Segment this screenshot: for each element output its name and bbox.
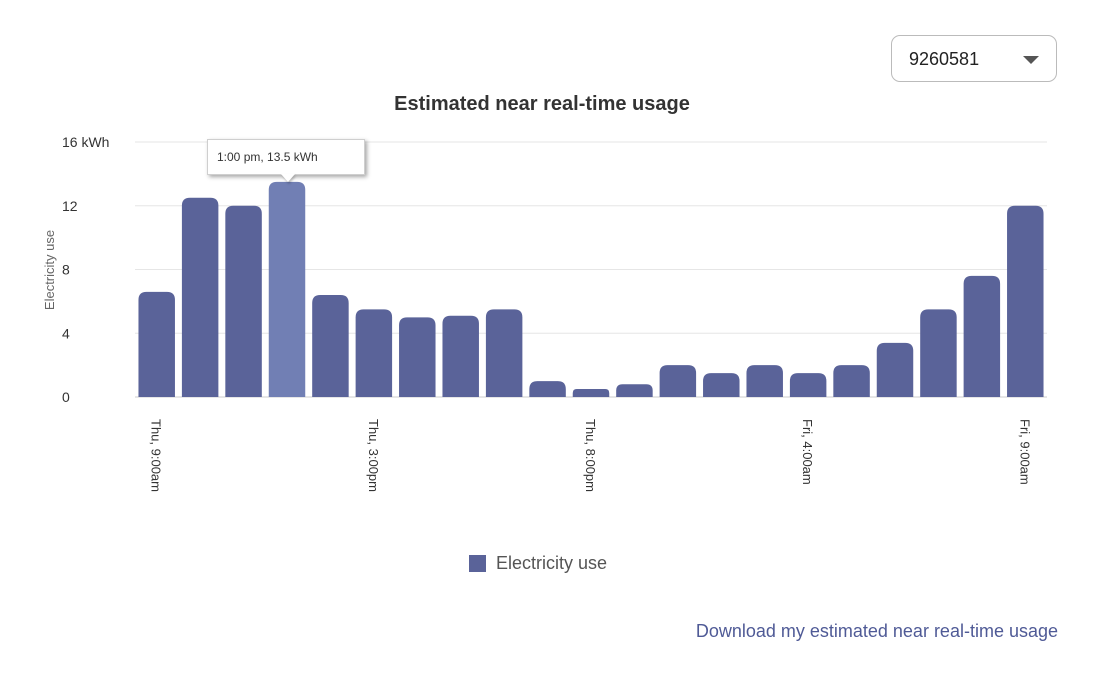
meter-select-value: 9260581 [909, 49, 980, 69]
meter-select[interactable]: 9260581 [891, 35, 1057, 82]
y-tick-label: 4 [62, 325, 70, 341]
chart-title: Estimated near real-time usage [394, 93, 690, 115]
bar[interactable] [1007, 205, 1044, 397]
bar[interactable] [963, 275, 1001, 397]
legend-swatch [469, 555, 486, 572]
chart-legend[interactable]: Electricity use [469, 553, 607, 574]
bar[interactable] [268, 181, 306, 397]
chevron-down-icon [1023, 56, 1039, 64]
x-tick-label: Thu, 8:00pm [583, 419, 598, 492]
x-tick-label: Thu, 3:00pm [366, 419, 381, 492]
legend-label: Electricity use [496, 553, 608, 573]
bar[interactable] [399, 317, 436, 397]
bar[interactable] [659, 365, 697, 397]
usage-bar-chart: 0 4 8 12 16 kWh Thu, 9:00am Thu, 3:00pm Thu, 8… [42, 134, 1047, 492]
bar[interactable] [876, 342, 914, 397]
bar[interactable] [529, 381, 566, 397]
y-tick-label: 16 kWh [62, 134, 109, 150]
tooltip-text: 1:00 pm, 13.5 kWh [217, 150, 318, 164]
bar[interactable] [616, 384, 653, 397]
bar[interactable] [703, 373, 740, 397]
x-tick-label: Fri, 4:00am [800, 419, 815, 485]
x-tick-label: Fri, 9:00am [1017, 419, 1032, 485]
y-tick-label: 0 [62, 389, 70, 405]
bar[interactable] [789, 373, 827, 397]
tooltip-arrow [281, 174, 295, 182]
bar[interactable] [138, 291, 175, 397]
x-tick-label: Thu, 9:00am [149, 419, 164, 492]
bar[interactable] [181, 197, 219, 397]
bar[interactable] [355, 309, 393, 397]
y-tick-label: 8 [62, 262, 70, 278]
bar[interactable] [572, 389, 610, 397]
bar[interactable] [225, 205, 262, 397]
bar[interactable] [312, 295, 349, 397]
bar[interactable] [746, 365, 783, 397]
bar[interactable] [920, 309, 957, 397]
bar[interactable] [442, 315, 479, 397]
y-tick-label: 12 [62, 198, 78, 214]
bar-tooltip: 1:00 pm, 13.5 kWh [207, 139, 365, 182]
bar[interactable] [833, 365, 870, 397]
bar[interactable] [485, 309, 523, 397]
y-axis-title: Electricity use [42, 230, 57, 310]
download-usage-link[interactable]: Download my estimated near real-time usa… [695, 621, 1058, 641]
